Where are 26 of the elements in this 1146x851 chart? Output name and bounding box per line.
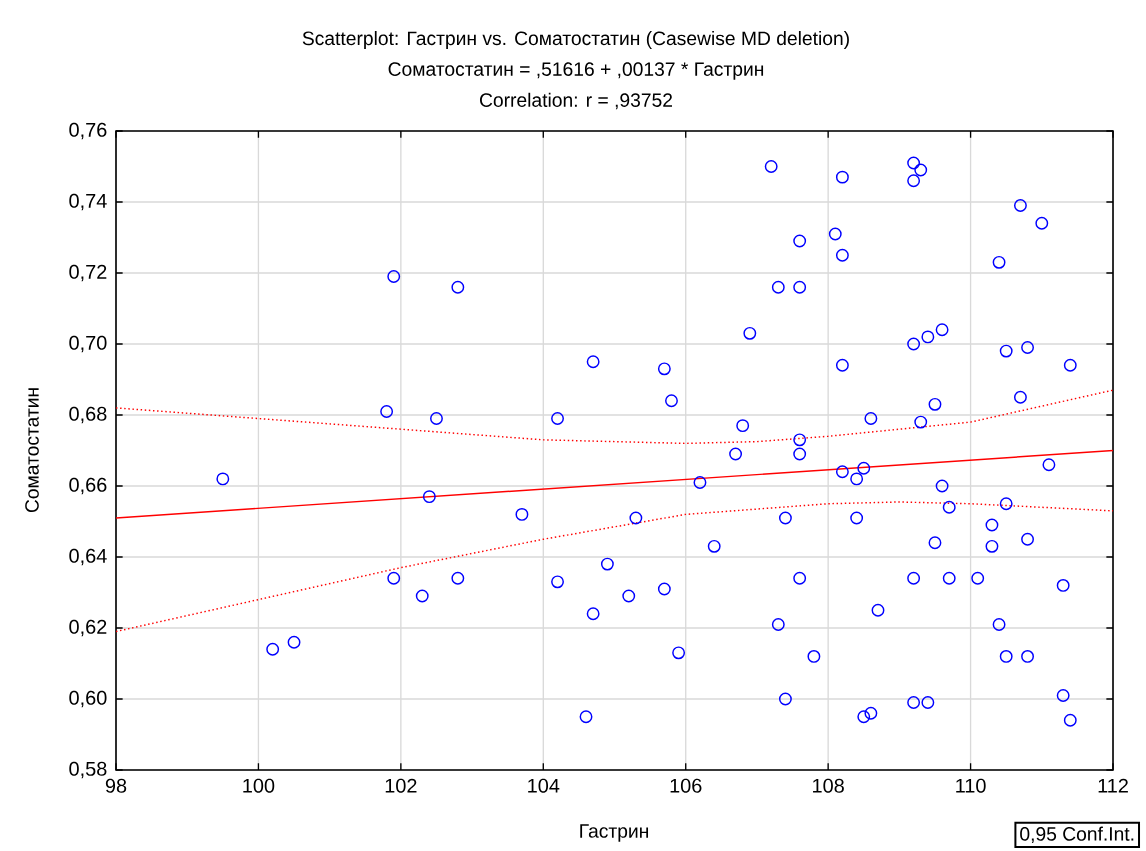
y-tick-label: 0,68 bbox=[69, 406, 107, 424]
x-tick-label: 112 bbox=[1098, 778, 1128, 793]
y-tick-label: 0,60 bbox=[69, 690, 107, 708]
line-series bbox=[116, 501, 1114, 633]
y-tick-label: 0,64 bbox=[69, 548, 107, 566]
y-tick-label: 0,70 bbox=[69, 335, 107, 353]
x-tick-label: 98 bbox=[105, 778, 127, 793]
x-tick-label: 100 bbox=[243, 778, 275, 793]
line-series bbox=[116, 389, 1114, 445]
y-tick-label: 0,58 bbox=[69, 761, 107, 779]
text: 0,95 Conf.Int. bbox=[1020, 826, 1134, 844]
chart-title: Scatterplot: Гастрин vs. Соматостатин (Casewise MD deletion) bbox=[302, 31, 849, 49]
x-tick-label: 102 bbox=[385, 778, 417, 793]
y-tick-label: 0,76 bbox=[69, 122, 107, 140]
y-tick-label: 0,72 bbox=[69, 264, 107, 282]
x-tick-label: 104 bbox=[528, 778, 560, 793]
x-axis-title: Гастрин bbox=[580, 824, 649, 842]
y-axis-title: Соматостатин bbox=[25, 388, 39, 513]
x-tick-label: 106 bbox=[670, 778, 702, 793]
x-tick-label: 108 bbox=[813, 778, 844, 793]
y-tick-label: 0,74 bbox=[69, 193, 107, 211]
x-tick-label: 110 bbox=[956, 778, 986, 793]
chart-subtitle: Соматостатин = ,51616 + ,00137 * Гастрин bbox=[388, 62, 764, 80]
y-tick-label: 0,66 bbox=[69, 477, 107, 495]
y-tick-label: 0,62 bbox=[69, 619, 107, 637]
text: Correlation: r = ,93752 bbox=[480, 92, 672, 110]
